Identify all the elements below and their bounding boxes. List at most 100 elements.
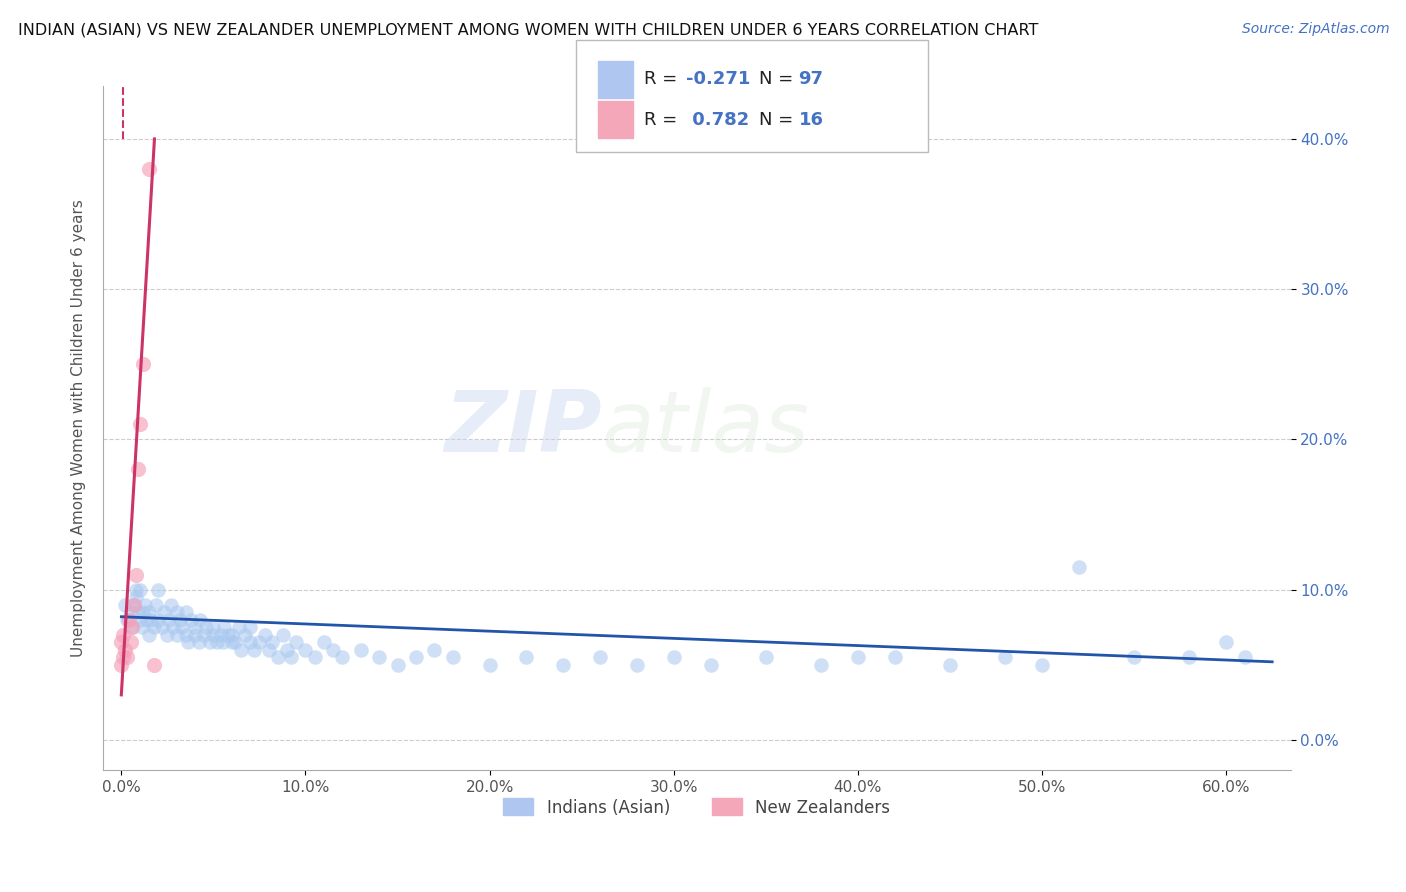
Point: [187, 635, 209, 649]
Point: [146, 613, 169, 627]
Point: [115, 650, 138, 665]
Point: [262, 635, 284, 649]
Point: [114, 598, 136, 612]
Point: [224, 635, 246, 649]
Point: [211, 635, 233, 649]
Point: [322, 642, 344, 657]
Point: [110, 635, 132, 649]
Point: [112, 650, 135, 665]
Point: [662, 650, 685, 665]
Point: [1215, 635, 1237, 649]
Point: [184, 620, 207, 634]
Point: [172, 620, 194, 634]
Point: [810, 657, 832, 672]
Text: 97: 97: [799, 70, 824, 88]
Point: [110, 657, 132, 672]
Point: [994, 650, 1017, 665]
Point: [138, 628, 160, 642]
Point: [128, 582, 150, 597]
Point: [132, 357, 155, 371]
Point: [285, 635, 308, 649]
Point: [1233, 650, 1256, 665]
Point: [233, 628, 256, 642]
Point: [276, 642, 298, 657]
Point: [195, 620, 218, 634]
Point: [174, 628, 197, 642]
Point: [115, 613, 138, 627]
Point: [125, 567, 148, 582]
Point: [267, 650, 290, 665]
Point: [312, 635, 335, 649]
Point: [128, 613, 150, 627]
Point: [939, 657, 962, 672]
Point: [423, 642, 446, 657]
Point: [157, 613, 180, 627]
Point: [160, 598, 183, 612]
Point: [120, 635, 142, 649]
Point: [184, 628, 207, 642]
Y-axis label: Unemployment Among Women with Children Under 6 years: Unemployment Among Women with Children U…: [72, 199, 86, 657]
Point: [202, 628, 225, 642]
Point: [883, 650, 905, 665]
Point: [1067, 560, 1090, 574]
Point: [1031, 657, 1053, 672]
Point: [273, 628, 295, 642]
Point: [249, 635, 271, 649]
Point: [112, 628, 135, 642]
Point: [174, 605, 197, 619]
Point: [221, 628, 243, 642]
Point: [478, 657, 501, 672]
Point: [205, 635, 228, 649]
Point: [228, 620, 250, 634]
Point: [127, 462, 149, 476]
Point: [121, 620, 143, 634]
Point: [304, 650, 326, 665]
Point: [143, 657, 166, 672]
Point: [221, 635, 243, 649]
Point: [125, 591, 148, 605]
Text: -0.271: -0.271: [686, 70, 751, 88]
Point: [138, 605, 160, 619]
Point: [1123, 650, 1146, 665]
Point: [162, 620, 184, 634]
Point: [114, 642, 136, 657]
Point: [198, 635, 221, 649]
Text: 0.782: 0.782: [686, 111, 749, 128]
Point: [138, 161, 160, 176]
Point: [125, 582, 148, 597]
Point: [131, 620, 153, 634]
Point: [122, 598, 145, 612]
Point: [122, 598, 145, 612]
Text: R =: R =: [644, 111, 683, 128]
Point: [350, 642, 373, 657]
Point: [202, 620, 225, 634]
Point: [846, 650, 869, 665]
Text: N =: N =: [759, 70, 799, 88]
Point: [150, 620, 173, 634]
Point: [139, 613, 162, 627]
Point: [239, 635, 262, 649]
Text: 16: 16: [799, 111, 824, 128]
Point: [229, 642, 252, 657]
Point: [330, 650, 353, 665]
Point: [405, 650, 427, 665]
Text: INDIAN (ASIAN) VS NEW ZEALANDER UNEMPLOYMENT AMONG WOMEN WITH CHILDREN UNDER 6 Y: INDIAN (ASIAN) VS NEW ZEALANDER UNEMPLOY…: [18, 22, 1039, 37]
Point: [118, 613, 141, 627]
Point: [294, 642, 316, 657]
Point: [515, 650, 537, 665]
Point: [128, 417, 150, 432]
Point: [121, 620, 143, 634]
Point: [127, 605, 149, 619]
Point: [243, 642, 266, 657]
Point: [166, 628, 188, 642]
Point: [387, 657, 409, 672]
Point: [134, 598, 156, 612]
Point: [166, 605, 188, 619]
Point: [136, 613, 159, 627]
Point: [755, 650, 778, 665]
Point: [257, 642, 280, 657]
Point: [1178, 650, 1201, 665]
Point: [368, 650, 391, 665]
Point: [156, 628, 179, 642]
Text: Source: ZipAtlas.com: Source: ZipAtlas.com: [1241, 22, 1389, 37]
